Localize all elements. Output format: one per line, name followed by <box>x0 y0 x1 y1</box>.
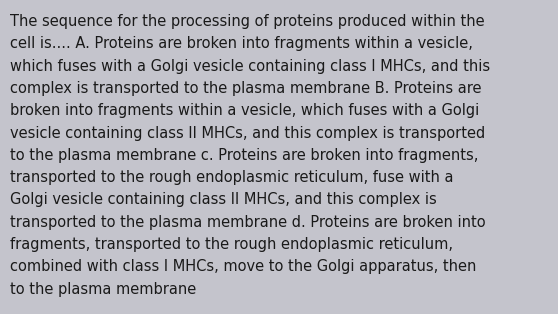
Text: transported to the plasma membrane d. Proteins are broken into: transported to the plasma membrane d. Pr… <box>10 215 485 230</box>
Text: The sequence for the processing of proteins produced within the: The sequence for the processing of prote… <box>10 14 485 29</box>
Text: broken into fragments within a vesicle, which fuses with a Golgi: broken into fragments within a vesicle, … <box>10 103 479 118</box>
Text: Golgi vesicle containing class II MHCs, and this complex is: Golgi vesicle containing class II MHCs, … <box>10 192 437 208</box>
Text: transported to the rough endoplasmic reticulum, fuse with a: transported to the rough endoplasmic ret… <box>10 170 454 185</box>
Text: combined with class I MHCs, move to the Golgi apparatus, then: combined with class I MHCs, move to the … <box>10 259 477 274</box>
Text: which fuses with a Golgi vesicle containing class I MHCs, and this: which fuses with a Golgi vesicle contain… <box>10 59 490 74</box>
Text: vesicle containing class II MHCs, and this complex is transported: vesicle containing class II MHCs, and th… <box>10 126 485 141</box>
Text: complex is transported to the plasma membrane B. Proteins are: complex is transported to the plasma mem… <box>10 81 482 96</box>
Text: to the plasma membrane: to the plasma membrane <box>10 282 196 297</box>
Text: to the plasma membrane c. Proteins are broken into fragments,: to the plasma membrane c. Proteins are b… <box>10 148 478 163</box>
Text: cell is.... A. Proteins are broken into fragments within a vesicle,: cell is.... A. Proteins are broken into … <box>10 36 473 51</box>
Text: fragments, transported to the rough endoplasmic reticulum,: fragments, transported to the rough endo… <box>10 237 453 252</box>
